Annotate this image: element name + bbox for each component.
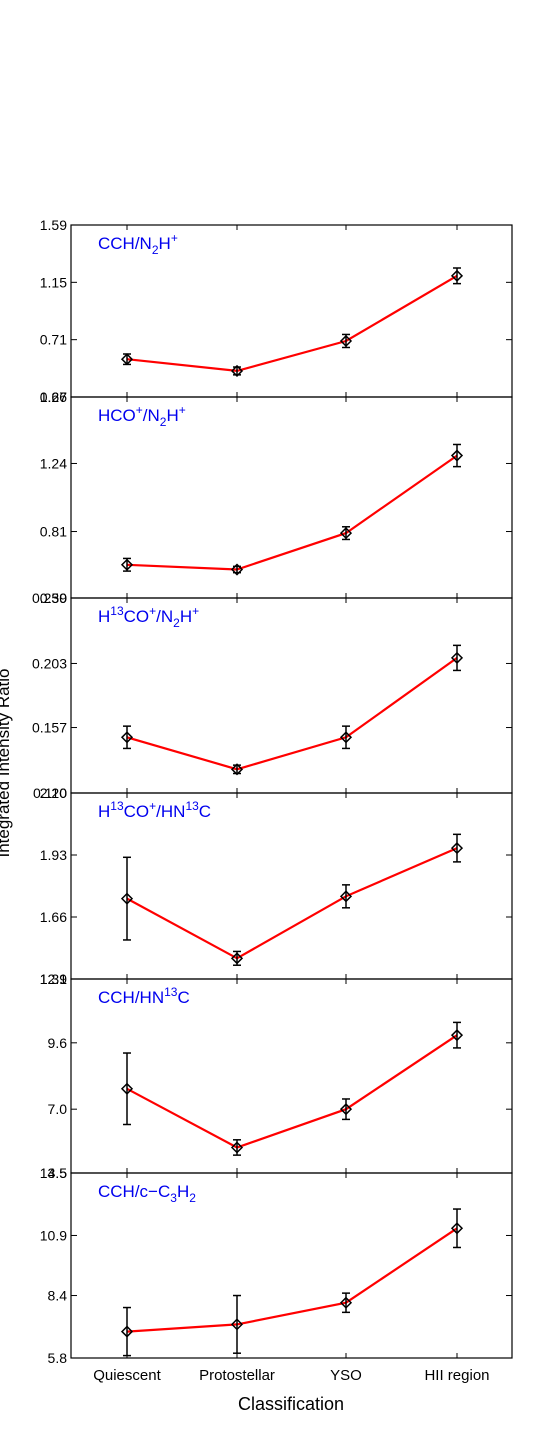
y-tick-label: 0.27 xyxy=(40,389,67,405)
data-point xyxy=(230,952,244,965)
error-bar xyxy=(342,1292,350,1314)
series-line xyxy=(126,1227,458,1333)
data-point xyxy=(120,731,134,744)
y-tick-label: 5.8 xyxy=(48,1350,68,1366)
panel-frame xyxy=(70,597,513,794)
y-tick-label: 1.66 xyxy=(40,909,67,925)
x-tick-label: Protostellar xyxy=(199,1367,275,1384)
panel-5: 4.5 7.0 9.6 12.1 CCH/HN13C xyxy=(40,971,513,1181)
data-point xyxy=(339,334,353,348)
series-line xyxy=(126,847,458,960)
series-line xyxy=(126,657,458,771)
panels: 0.27 0.71 1.15 1.59 CCH/N2H+ 0.39 0.81 1.24 1.66… xyxy=(32,217,513,1366)
data-point xyxy=(230,1141,244,1154)
data-point xyxy=(230,763,244,776)
x-tick-label: Quiescent xyxy=(93,1367,161,1384)
series-line xyxy=(126,1034,458,1149)
error-bar xyxy=(123,856,131,941)
series-line xyxy=(126,274,458,373)
panel-title: CCH/HN13C xyxy=(98,985,190,1007)
x-tick-label: HII region xyxy=(424,1367,489,1384)
data-point xyxy=(339,1296,353,1309)
data-point xyxy=(450,842,464,855)
error-bar xyxy=(453,1208,461,1249)
y-tick-label: 1.59 xyxy=(40,217,67,233)
data-point xyxy=(450,1222,464,1235)
error-bar xyxy=(453,443,461,468)
error-bar xyxy=(342,884,350,909)
y-tick-label: 0.81 xyxy=(40,524,67,540)
panel-title: CCH/c−C3H2 xyxy=(98,1182,196,1205)
error-bar xyxy=(342,725,350,750)
x-tick-label: YSO xyxy=(330,1367,362,1384)
series-line xyxy=(126,454,458,571)
data-point xyxy=(450,449,464,462)
x-axis-title: Classification xyxy=(238,1394,344,1414)
panel-title: CCH/N2H+ xyxy=(98,231,178,257)
error-bar xyxy=(123,1052,131,1126)
data-point xyxy=(339,731,353,744)
y-tick-label: 0.71 xyxy=(40,332,67,348)
y-axis-title: Integrated Intensity Ratio xyxy=(0,668,13,857)
y-tick-label: 1.66 xyxy=(40,389,67,405)
data-point xyxy=(230,563,244,576)
panel-4: 1.39 1.66 1.93 2.20 H13CO+/HN13C xyxy=(40,785,513,987)
panel-title: HCO+/N2H+ xyxy=(98,403,186,429)
data-point xyxy=(120,353,134,366)
error-bar xyxy=(453,1021,461,1049)
panel-6: 5.8 8.4 10.9 13.5 CCH/c−C3H2 xyxy=(40,1165,513,1366)
y-tick-label: 1.24 xyxy=(40,455,67,471)
data-point xyxy=(120,892,134,905)
y-tick-label: 1.93 xyxy=(40,847,67,863)
data-point xyxy=(120,558,134,571)
error-bar xyxy=(233,366,241,376)
panel-title: H13CO+/HN13C xyxy=(98,799,211,821)
y-tick-label: 0.110 xyxy=(33,785,67,801)
y-tick-label: 13.5 xyxy=(40,1165,67,1181)
error-bar xyxy=(233,1294,241,1354)
error-bar xyxy=(342,1098,350,1121)
error-bar xyxy=(123,725,131,750)
y-tick-label: 2.20 xyxy=(40,785,67,801)
data-point xyxy=(339,1103,353,1116)
data-point xyxy=(339,527,353,540)
data-point xyxy=(120,1082,134,1095)
y-tick-label: 9.6 xyxy=(48,1035,68,1051)
data-point xyxy=(339,890,353,903)
y-tick-label: 4.5 xyxy=(48,1165,68,1181)
panel-3: 0.110 0.157 0.203 0.250 H13CO+/N2H+ xyxy=(32,590,513,801)
error-bar xyxy=(123,1306,131,1357)
x-axis: Quiescent Protostellar YSO HII region xyxy=(93,1367,489,1384)
y-tick-label: 1.15 xyxy=(40,274,67,290)
y-tick-label: 12.1 xyxy=(40,971,67,987)
y-tick-label: 0.250 xyxy=(32,590,67,606)
error-bar xyxy=(453,833,461,863)
y-tick-label: 10.9 xyxy=(40,1227,67,1243)
panel-2: 0.39 0.81 1.24 1.66 HCO+/N2H+ xyxy=(40,389,513,606)
data-point xyxy=(120,1325,134,1338)
data-point xyxy=(450,651,464,664)
panel-1: 0.27 0.71 1.15 1.59 CCH/N2H+ xyxy=(40,217,513,405)
data-point xyxy=(230,1318,244,1331)
y-tick-label: 0.203 xyxy=(32,655,67,671)
panel-frame xyxy=(70,1172,513,1359)
data-point xyxy=(450,269,464,282)
y-tick-label: 7.0 xyxy=(48,1101,68,1117)
y-tick-label: 8.4 xyxy=(48,1288,68,1304)
panel-title: H13CO+/N2H+ xyxy=(98,604,199,630)
y-tick-label: 1.39 xyxy=(40,971,67,987)
data-point xyxy=(230,364,244,378)
y-tick-label: 0.157 xyxy=(32,720,67,736)
panel-frame xyxy=(70,396,513,599)
error-bar xyxy=(453,644,461,672)
data-point xyxy=(450,1029,464,1042)
y-tick-label: 0.39 xyxy=(40,590,67,606)
panel-frame xyxy=(70,978,513,1174)
